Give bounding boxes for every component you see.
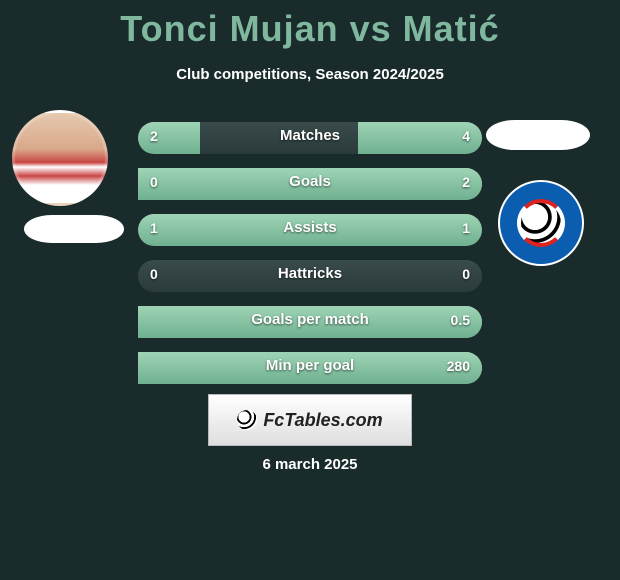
stat-label: Assists [138,219,482,236]
stat-row: 02Goals [138,168,482,200]
stat-label: Goals [138,173,482,190]
soccer-ball-icon [237,410,257,430]
fctables-label: FcTables.com [263,410,382,431]
subtitle: Club competitions, Season 2024/2025 [0,66,620,83]
player-right-badge-shadow [486,120,590,150]
stat-row: 0.5Goals per match [138,306,482,338]
soccer-ball-icon [517,199,565,247]
stat-label: Hattricks [138,265,482,282]
stat-row: 280Min per goal [138,352,482,384]
fctables-watermark: FcTables.com [208,394,412,446]
comparison-bars: 24Matches 02Goals 11Assists 00Hattricks 0.5G… [138,122,482,398]
stat-row: 11Assists [138,214,482,246]
stat-label: Matches [138,127,482,144]
page-title: Tonci Mujan vs Matić [0,0,620,50]
stat-row: 24Matches [138,122,482,154]
player-left-avatar [12,110,108,206]
stat-row: 00Hattricks [138,260,482,292]
stat-label: Goals per match [138,311,482,328]
stat-label: Min per goal [138,357,482,374]
player-left-club-badge [24,215,124,243]
player-right-club-crest [498,180,584,266]
date-label: 6 march 2025 [0,456,620,473]
